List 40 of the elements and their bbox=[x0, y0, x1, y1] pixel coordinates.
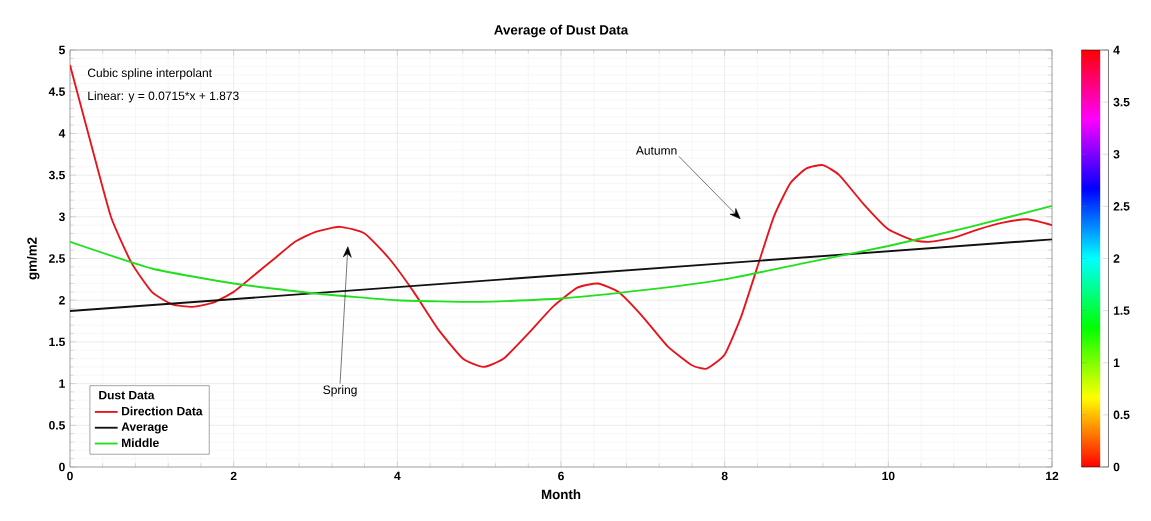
y-tick-label: 1.5 bbox=[49, 337, 65, 347]
y-tick-label: 0 bbox=[59, 462, 65, 472]
legend-title: Dust Data bbox=[99, 390, 155, 400]
color-bar-label: 1 bbox=[1113, 358, 1120, 367]
y-tick-label: 3 bbox=[58, 212, 65, 222]
legend-label: Average bbox=[121, 422, 168, 434]
x-tick-label: 4 bbox=[394, 471, 401, 480]
annotation: Spring bbox=[323, 385, 357, 397]
line-series bbox=[70, 205, 1053, 303]
color-bar-label: 1.5 bbox=[1113, 306, 1130, 315]
x-tick-label: 8 bbox=[721, 471, 728, 481]
color-bar-label: 3.5 bbox=[1113, 97, 1130, 107]
color-bar-label: 4 bbox=[1113, 45, 1120, 55]
annotation: Autumn bbox=[635, 146, 677, 155]
color-bar-label: 0 bbox=[1113, 462, 1120, 472]
y-tick-label: 0.5 bbox=[49, 421, 65, 430]
x-tick-label: 12 bbox=[1046, 471, 1059, 481]
color-bar-label: 0.5 bbox=[1113, 410, 1130, 420]
y-tick-label: 2 bbox=[59, 296, 65, 305]
annotation: Cubic spline interpolant bbox=[87, 68, 212, 80]
y-tick-label: 2.5 bbox=[49, 254, 65, 263]
color-bar-label: 2.5 bbox=[1113, 202, 1130, 211]
color-bar-label: 2 bbox=[1113, 254, 1120, 263]
x-axis-title: Month bbox=[541, 489, 581, 500]
y-axis-title: gm/m2 bbox=[26, 237, 40, 280]
y-tick-label: 5 bbox=[58, 45, 65, 55]
y-tick-label: 3.5 bbox=[48, 170, 65, 180]
legend-label: Direction Data bbox=[122, 406, 203, 416]
x-tick-label: 0 bbox=[67, 471, 73, 481]
x-tick-label: 6 bbox=[558, 471, 564, 481]
y-tick-label: 1 bbox=[59, 379, 65, 388]
line-series bbox=[70, 64, 1053, 370]
y-tick-label: 4 bbox=[58, 129, 66, 138]
x-tick-label: 10 bbox=[882, 471, 895, 481]
annotation: Linear: y = 0.0715*x + 1.873 bbox=[88, 91, 239, 103]
legend-label: Middle bbox=[122, 438, 159, 448]
x-tick-label: 2 bbox=[230, 471, 237, 481]
chart-title: Average of Dust Data bbox=[494, 24, 629, 38]
y-tick-label: 4.5 bbox=[48, 87, 65, 96]
color-bar-label: 3 bbox=[1113, 149, 1120, 159]
